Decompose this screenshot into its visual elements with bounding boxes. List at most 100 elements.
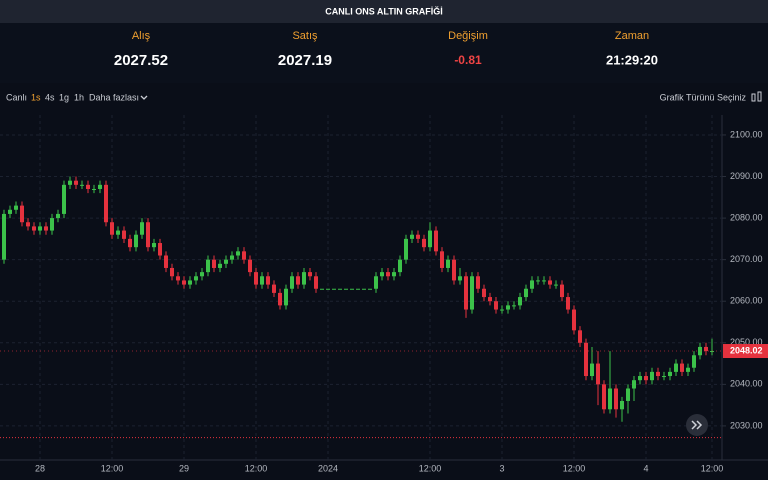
candle-body xyxy=(524,288,528,298)
candle-body xyxy=(50,218,54,231)
field-label: Zaman xyxy=(615,30,649,42)
y-tick-label: 2070.00 xyxy=(730,254,763,264)
candle-body xyxy=(86,184,90,189)
candle-body xyxy=(542,280,546,282)
candle-body xyxy=(56,213,60,219)
x-tick-label: 29 xyxy=(179,463,189,473)
candle-body xyxy=(230,255,234,260)
candle-body xyxy=(44,226,48,231)
candle-body xyxy=(236,251,240,256)
candle-body xyxy=(674,363,678,372)
candle-body xyxy=(266,276,270,285)
chart-panel xyxy=(0,83,768,480)
x-tick-label: 12:00 xyxy=(245,463,268,473)
plot: 2030.00 2040.00 2050.00 2060.00 2070.00 2080.… xyxy=(0,115,768,473)
candle-body xyxy=(614,388,618,410)
candle-body xyxy=(260,276,264,285)
x-tick-label: 12:00 xyxy=(101,463,124,473)
candle-body xyxy=(302,272,306,285)
candle-body xyxy=(122,230,126,239)
dropdown-icon[interactable] xyxy=(140,95,148,100)
candle-body xyxy=(308,272,312,277)
candle-body xyxy=(392,272,396,277)
candle-body xyxy=(140,222,144,235)
candle-body xyxy=(296,276,300,285)
candle-body xyxy=(146,222,150,248)
toolbar-item[interactable]: Daha fazlası xyxy=(89,92,139,102)
field-label: Alış xyxy=(132,30,151,42)
candle-body xyxy=(410,234,414,239)
candle-body xyxy=(116,230,120,235)
candle-body xyxy=(488,297,492,302)
candle-body xyxy=(320,288,324,290)
field-value: 21:29:20 xyxy=(606,52,658,67)
candle-body xyxy=(416,234,420,239)
candle-body xyxy=(164,255,168,268)
candle-body xyxy=(344,288,348,290)
candle-body xyxy=(332,288,336,290)
candle-body xyxy=(338,288,342,290)
x-tick-label: 12:00 xyxy=(701,463,724,473)
candle-body xyxy=(326,288,330,290)
candle-body xyxy=(224,259,228,264)
field-value: -0.81 xyxy=(454,53,482,67)
title-bar xyxy=(0,0,768,23)
toolbar-item[interactable]: 1g xyxy=(59,92,69,102)
candle-body xyxy=(548,280,552,285)
candle-body xyxy=(374,276,378,289)
candle-body xyxy=(38,226,42,231)
candle-body xyxy=(272,284,276,293)
candle-body xyxy=(386,272,390,277)
candle-body xyxy=(152,243,156,248)
candle-body xyxy=(134,234,138,248)
candle-body xyxy=(704,346,708,352)
candle-body xyxy=(584,342,588,377)
candle-body xyxy=(380,272,384,277)
candle-body xyxy=(440,251,444,268)
field-label: Değişim xyxy=(448,30,488,42)
field-label: Satış xyxy=(292,30,318,42)
candle-body xyxy=(458,276,462,281)
y-tick-label: 2040.00 xyxy=(730,379,763,389)
candle-body xyxy=(464,276,468,310)
candle-body xyxy=(8,209,12,214)
candle-body xyxy=(182,280,186,285)
candle-body xyxy=(446,259,450,268)
candle-body xyxy=(518,297,522,306)
candle-body xyxy=(26,222,30,227)
candle-body xyxy=(398,259,402,273)
candle-body xyxy=(104,184,108,223)
candle-body xyxy=(668,371,672,377)
candle-body xyxy=(368,288,372,290)
candle-body xyxy=(92,188,96,190)
candle-body xyxy=(242,251,246,260)
candle-body xyxy=(188,280,192,285)
widget-title: CANLI ONS ALTIN GRAFİĞİ xyxy=(325,5,443,16)
candle-body xyxy=(596,363,600,385)
toolbar-item[interactable]: 1s xyxy=(31,92,41,102)
candle-body xyxy=(212,259,216,268)
candle-body xyxy=(206,259,210,273)
chart-type-icon[interactable] xyxy=(751,91,762,102)
toolbar-item[interactable]: 4s xyxy=(45,92,55,102)
chart-type-select[interactable]: Grafik Türünü Seçiniz xyxy=(660,92,747,102)
candle-body xyxy=(290,276,294,289)
candle-body xyxy=(590,363,594,377)
candle-body xyxy=(662,376,666,378)
candle-body xyxy=(80,184,84,186)
scroll-icon[interactable] xyxy=(691,420,703,430)
candle-body xyxy=(254,272,258,285)
candle-body xyxy=(314,276,318,289)
candle-body xyxy=(560,284,564,298)
candle-body xyxy=(128,238,132,248)
candle-body xyxy=(644,376,648,381)
candle-body xyxy=(170,267,174,277)
candle-body xyxy=(632,380,636,389)
candle-body xyxy=(494,301,498,310)
toolbar-item[interactable]: 1h xyxy=(74,92,84,102)
toolbar-item[interactable]: Canlı xyxy=(6,92,27,102)
candle-body xyxy=(608,388,612,410)
candle-body xyxy=(686,367,690,372)
candle-body xyxy=(680,363,684,372)
